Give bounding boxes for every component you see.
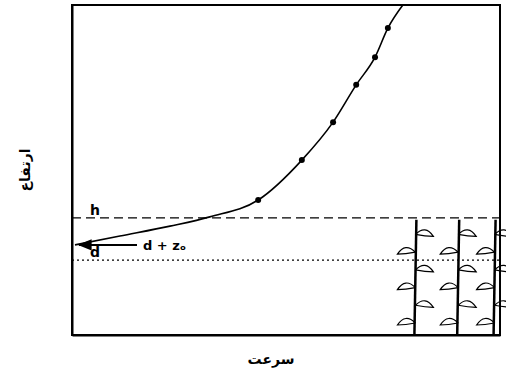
x-axis-title: سرعت xyxy=(248,351,295,368)
chart: h d d + zₒ سرعت ارتفاع xyxy=(0,0,506,372)
reference-line xyxy=(72,259,500,260)
plant-stem xyxy=(494,220,496,335)
plant-leaf xyxy=(440,283,458,290)
plant-stem xyxy=(457,220,459,335)
reference-label: d xyxy=(90,244,100,260)
plant-leaf xyxy=(397,248,415,255)
plants xyxy=(397,220,506,335)
plant xyxy=(440,220,476,335)
plant-leaf xyxy=(477,248,495,255)
plot-frame xyxy=(72,5,500,335)
plant xyxy=(477,220,506,335)
plant xyxy=(397,220,433,335)
plant-leaf xyxy=(415,301,433,308)
plant-leaf xyxy=(440,248,458,255)
y-axis-title: ارتفاع xyxy=(17,148,33,191)
reference-line xyxy=(72,217,500,218)
point xyxy=(372,54,378,60)
plant-leaf xyxy=(477,283,495,290)
reference-label: h xyxy=(90,202,100,218)
point xyxy=(299,157,305,163)
plant-leaf xyxy=(397,318,415,325)
plant-leaf xyxy=(458,301,476,308)
annotation-arrow xyxy=(79,244,137,246)
plant-leaf xyxy=(477,318,495,325)
plant-leaf xyxy=(458,265,476,272)
point xyxy=(330,119,336,125)
plant-leaf xyxy=(458,230,476,237)
profile-line xyxy=(75,5,403,245)
annotation-text: d + zₒ xyxy=(143,238,186,253)
data xyxy=(75,5,403,245)
plant-leaf xyxy=(415,230,433,237)
point xyxy=(385,25,391,31)
point xyxy=(353,82,359,88)
plant-stem xyxy=(414,220,416,335)
plant-leaf xyxy=(415,265,433,272)
plant-leaf xyxy=(440,318,458,325)
point xyxy=(255,197,261,203)
plot: h d d + zₒ xyxy=(72,5,506,336)
plant-leaf xyxy=(397,283,415,290)
